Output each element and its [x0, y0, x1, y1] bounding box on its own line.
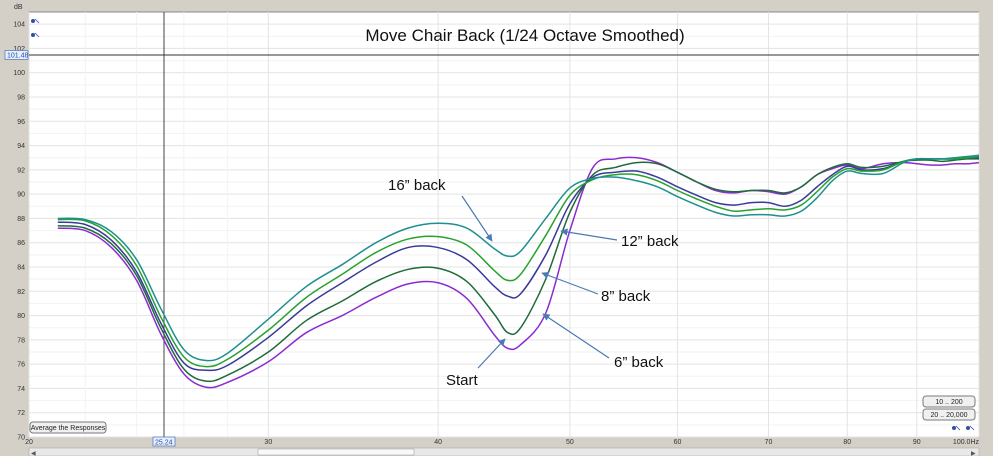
- zoom-in-y-icon[interactable]: [31, 19, 35, 23]
- series-line-0: [57, 156, 980, 389]
- arrow-12-back: [560, 228, 618, 241]
- scrollbar-thumb[interactable]: [257, 448, 415, 456]
- average-responses-button-label: Average the Responses: [31, 425, 106, 432]
- x-tick-label: 40: [434, 439, 442, 446]
- range-button-20-20000-label: 20 .. 20,000: [931, 412, 968, 419]
- average-responses-button-bg[interactable]: [29, 421, 107, 434]
- annotation-start: Start: [446, 372, 479, 389]
- cursor-x-readout-box: [152, 436, 176, 447]
- y-tick-labels: 70 72 74 76 78 80 82 84 86 88 90 92 94 96 98 100 102 104: [13, 22, 25, 442]
- series-line-2: [57, 156, 980, 372]
- zoom-x-icons[interactable]: [952, 425, 975, 431]
- series-line-3: [57, 155, 980, 368]
- x-tick-label: 50: [566, 439, 574, 446]
- range-button-10-200[interactable]: 10 .. 200: [922, 395, 976, 408]
- zoom-out-x-icon[interactable]: [966, 426, 970, 430]
- x-tick-label: 100.0Hz: [953, 439, 980, 446]
- y-tick-label: 86: [17, 240, 25, 247]
- arrow-6-back: [542, 313, 610, 359]
- y-tick-label: 104: [13, 22, 25, 29]
- range-button-10-200-bg[interactable]: [922, 395, 976, 408]
- y-tick-label: 92: [17, 167, 25, 174]
- range-button-20-20000[interactable]: 20 .. 20,000: [922, 408, 976, 421]
- arrow-start: [477, 338, 506, 369]
- annotation-16-back: 16” back: [388, 177, 446, 194]
- x-tick-label: 90: [913, 439, 921, 446]
- series-line-4: [57, 154, 980, 362]
- x-tick-labels: 20 30 40 50 60 70 80 90 100.0Hz: [25, 439, 979, 446]
- series-line-1: [57, 158, 980, 383]
- zoom-out-x-icon-tail: [969, 425, 975, 431]
- scroll-left-icon[interactable]: ◀: [31, 451, 36, 456]
- y-tick-label: 100: [13, 70, 25, 77]
- y-tick-label: 90: [17, 192, 25, 199]
- zoom-y-icons[interactable]: [31, 18, 40, 38]
- x-tick-label: 30: [264, 439, 272, 446]
- annotation-8-back: 8” back: [601, 288, 651, 305]
- y-tick-label: 70: [17, 435, 25, 442]
- cursor-y-readout-box: [4, 50, 29, 60]
- y-tick-label: 74: [17, 386, 25, 393]
- zoom-in-x-icon[interactable]: [952, 426, 956, 430]
- range-button-10-200-label: 10 .. 200: [935, 399, 962, 406]
- range-button-20-20000-bg[interactable]: [922, 408, 976, 421]
- y-tick-label: 80: [17, 313, 25, 320]
- scrollbar-track[interactable]: [28, 447, 980, 456]
- y-tick-label: 78: [17, 337, 25, 344]
- annotation-6-back: 6” back: [614, 354, 664, 371]
- zoom-in-x-icon-tail: [955, 425, 961, 431]
- average-responses-button[interactable]: Average the Responses: [29, 421, 107, 434]
- y-tick-label: 96: [17, 119, 25, 126]
- y-tick-label: 76: [17, 362, 25, 369]
- y-tick-label: 102: [13, 46, 25, 53]
- x-tick-label: 20: [25, 439, 33, 446]
- zoom-in-y-icon-tail: [34, 18, 40, 24]
- cursor-y-readout: 101.48: [7, 53, 29, 60]
- zoom-out-y-icon-tail: [34, 32, 40, 38]
- series-group: [57, 154, 980, 389]
- plot-area: [29, 12, 979, 437]
- y-tick-label: 72: [17, 410, 25, 417]
- y-tick-label: 82: [17, 289, 25, 296]
- y-tick-label: 94: [17, 143, 25, 150]
- y-tick-label: 88: [17, 216, 25, 223]
- horizontal-scrollbar[interactable]: ◀ ▶: [28, 447, 980, 456]
- cursor-x-readout: 25.24: [155, 440, 173, 447]
- x-tick-label: 70: [765, 439, 773, 446]
- vertical-gridlines: [28, 12, 980, 437]
- x-tick-label: 80: [843, 439, 851, 446]
- arrow-8-back: [541, 271, 599, 295]
- zoom-out-y-icon[interactable]: [31, 33, 35, 37]
- scroll-right-icon[interactable]: ▶: [971, 451, 976, 456]
- y-tick-label: 84: [17, 265, 25, 272]
- annotation-12-back: 12” back: [621, 233, 679, 250]
- y-axis-label: dB: [14, 4, 23, 11]
- annotation-arrows: [461, 195, 618, 369]
- y-tick-label: 98: [17, 95, 25, 102]
- chart-title: Move Chair Back (1/24 Octave Smoothed): [365, 26, 684, 45]
- x-tick-label: 60: [674, 439, 682, 446]
- arrow-16-back: [461, 195, 493, 242]
